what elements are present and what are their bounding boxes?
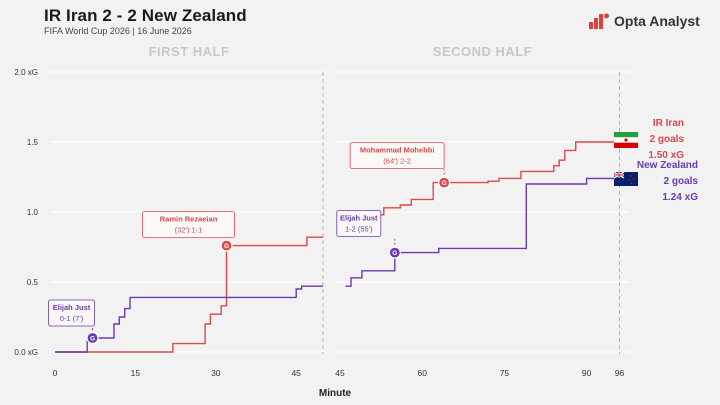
brand-logo: Opta Analyst xyxy=(588,12,700,30)
series-line-new_zealand-first-half xyxy=(55,285,323,353)
x-axis-label: Minute xyxy=(319,388,352,399)
series-line-iran-second-half xyxy=(345,141,620,227)
goal-marker-glyph: G xyxy=(224,243,229,250)
x-tick-label: 45 xyxy=(291,368,301,378)
match-title: IR Iran 2 - 2 New Zealand xyxy=(44,6,247,25)
legend-nz-name: New Zealand xyxy=(636,160,698,171)
goal-marker-glyph: G xyxy=(90,336,95,343)
goal-marker-glyph: G xyxy=(392,250,397,257)
x-tick-label: 45 xyxy=(335,368,345,378)
goal-marker xyxy=(388,246,401,259)
legend-nz-xg: 1.24 xG xyxy=(662,192,698,203)
new-zealand-flag-icon xyxy=(614,172,638,186)
x-tick-label: 0 xyxy=(53,368,58,378)
x-tick-label: 96 xyxy=(615,368,625,378)
x-tick-label: 15 xyxy=(131,368,141,378)
legend-iran-name: IR Iran xyxy=(652,118,684,129)
legend-iran-xg: 1.50 xG xyxy=(648,150,684,161)
half-label: SECOND HALF xyxy=(433,44,532,59)
x-tick-label: 30 xyxy=(211,368,221,378)
goal-marker-glyph: G xyxy=(442,180,447,187)
y-tick-label: 2.0 xG xyxy=(14,68,38,77)
annotation-box xyxy=(142,211,235,239)
y-tick-label: 0.5 xyxy=(27,278,39,287)
x-tick-label: 60 xyxy=(417,368,427,378)
annotation-player: Elijah Just xyxy=(53,303,91,312)
annotation-detail: (64') 2-2 xyxy=(383,157,411,166)
y-tick-label: 1.0 xyxy=(27,208,39,217)
goal-marker xyxy=(220,239,233,252)
match-subtitle: FIFA World Cup 2026 | 16 June 2026 xyxy=(44,26,192,36)
iran-flag-icon xyxy=(614,132,638,148)
brand-name: Opta Analyst xyxy=(614,13,700,29)
annotation-player: Elijah Just xyxy=(340,214,378,223)
series-line-new_zealand-second-half xyxy=(345,177,620,287)
opta-icon xyxy=(589,13,609,29)
y-tick-label: 0.0 xG xyxy=(14,348,38,357)
annotation-detail: 0-1 (7') xyxy=(60,314,84,323)
annotation-player: Mohammad Mohebbi xyxy=(360,146,435,155)
annotation-detail: (32') 1-1 xyxy=(175,226,203,235)
series-line-iran-first-half xyxy=(55,236,323,353)
x-tick-label: 90 xyxy=(582,368,592,378)
half-label: FIRST HALF xyxy=(149,44,230,59)
y-tick-label: 1.5 xyxy=(27,138,39,147)
legend-iran: IR Iran 2 goals 1.50 xG xyxy=(612,116,684,164)
legend-new-zealand: New Zealand 2 goals 1.24 xG xyxy=(612,158,698,206)
x-tick-label: 75 xyxy=(500,368,510,378)
legend-nz-goals: 2 goals xyxy=(663,176,698,187)
annotation-box xyxy=(48,299,95,327)
goal-marker xyxy=(86,331,99,345)
goal-marker xyxy=(438,176,451,189)
annotation-box xyxy=(349,142,445,170)
annotation-detail: 1-2 (55') xyxy=(345,225,373,234)
annotation-box xyxy=(336,210,382,238)
annotation-player: Ramin Rezaeian xyxy=(160,215,218,224)
legend-iran-goals: 2 goals xyxy=(649,134,684,145)
